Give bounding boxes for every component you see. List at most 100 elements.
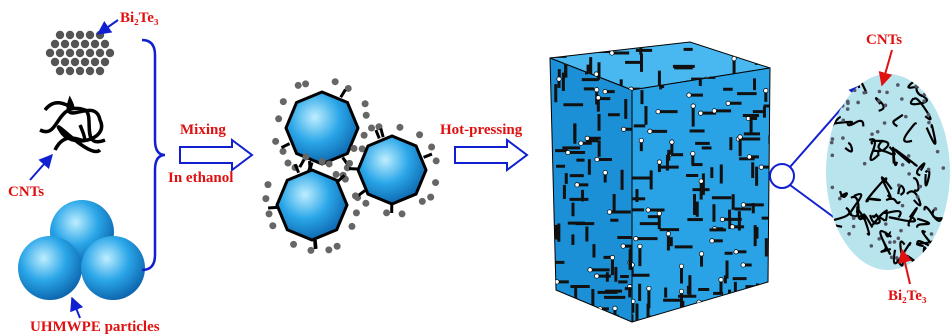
hot-pressing-label: Hot-pressing <box>440 122 523 138</box>
cnt <box>268 207 277 208</box>
dot <box>56 31 64 39</box>
bi2te3 <box>726 101 730 105</box>
process-arrow <box>455 140 527 170</box>
bi2te3 <box>648 129 652 133</box>
particle <box>18 236 82 300</box>
bi2te3 <box>764 88 768 92</box>
bi2te3 <box>557 309 561 313</box>
bi2te3 <box>883 121 887 125</box>
bi2te3 <box>863 162 867 166</box>
bi2te3 <box>562 38 566 42</box>
bi2te3 <box>856 101 860 105</box>
bi2te3 <box>638 244 642 248</box>
bi2te3 <box>670 140 674 144</box>
bi2te3 <box>831 154 835 158</box>
dot <box>91 40 99 48</box>
particle <box>277 170 347 240</box>
bi2te3 <box>852 216 856 220</box>
bi2te3 <box>666 232 670 236</box>
bi2te3 <box>831 186 835 190</box>
bi2te3 <box>899 229 903 233</box>
cnt <box>281 144 289 148</box>
bi2te3 <box>569 307 573 311</box>
bi2te3 <box>603 89 607 93</box>
particle <box>286 92 358 164</box>
bi2te3 <box>853 89 857 93</box>
bi2te3 <box>647 286 651 290</box>
dot <box>51 58 59 66</box>
bi2te3 <box>738 135 742 139</box>
bi2te3 <box>877 237 881 241</box>
dot <box>66 49 74 57</box>
process-arrow <box>180 140 252 170</box>
dot <box>332 78 339 85</box>
dot <box>432 179 439 186</box>
bi2te3 <box>754 45 758 49</box>
particle <box>358 136 426 204</box>
dot <box>427 194 434 201</box>
dot <box>295 82 302 89</box>
bi2te3 <box>741 263 745 267</box>
bi2te3 <box>893 240 897 244</box>
dot <box>266 210 273 217</box>
bi2te3-cluster <box>46 31 114 75</box>
bi2te3 <box>934 93 938 97</box>
bi2te3 <box>656 109 660 113</box>
dot <box>284 160 291 167</box>
brace <box>142 40 165 270</box>
dot <box>290 241 297 248</box>
dot <box>76 49 84 57</box>
bi2te3 <box>566 150 570 154</box>
bi2te3 <box>922 99 926 103</box>
bi2te3 <box>897 236 901 240</box>
cnt <box>310 161 311 170</box>
dot <box>76 31 84 39</box>
bi2te3 <box>585 136 589 140</box>
dot <box>101 40 109 48</box>
inset-bi2te3-label: Bi₂Te₃ <box>888 288 927 304</box>
dot <box>272 138 279 145</box>
cnt <box>868 199 880 200</box>
dot <box>302 153 309 160</box>
bi2te3 <box>846 107 850 111</box>
bi2te3 <box>930 232 934 236</box>
bi2te3 <box>646 208 650 212</box>
bi2te3 <box>907 172 911 176</box>
bi2te3 <box>877 99 881 103</box>
dot <box>361 132 368 139</box>
bi2te3 <box>907 154 911 158</box>
bi2te3 <box>603 170 607 174</box>
cnt <box>424 154 432 157</box>
bi2te3 <box>838 197 842 201</box>
cnt <box>381 128 383 137</box>
bi2te3 <box>759 165 763 169</box>
dot <box>348 223 355 230</box>
bi2te3 <box>884 104 888 108</box>
bi2te3 <box>884 222 888 226</box>
cnt <box>376 130 379 138</box>
bi2te3 <box>918 185 922 189</box>
dot <box>280 98 287 105</box>
dot <box>56 49 64 57</box>
bi2te3 <box>734 250 738 254</box>
dot <box>96 67 104 75</box>
dot <box>264 181 271 188</box>
particles-label: UHMWPE particles <box>30 319 160 335</box>
bi2te3 <box>927 121 931 125</box>
dot <box>416 131 423 138</box>
bi2te3 <box>679 264 683 268</box>
dot <box>61 58 69 66</box>
bi2te3 <box>847 232 851 236</box>
bi2te3 <box>579 141 583 145</box>
bi2te3 <box>634 236 638 240</box>
bi2te3 <box>741 203 745 207</box>
dot <box>326 160 333 167</box>
dot <box>362 100 369 107</box>
bi2te3 <box>557 77 561 81</box>
bi2te3 <box>691 104 695 108</box>
bi2te3 <box>596 96 600 100</box>
bi2te3 <box>862 91 866 95</box>
bi2te3 <box>895 256 899 260</box>
dot <box>334 243 341 250</box>
bi2te3 <box>657 211 661 215</box>
